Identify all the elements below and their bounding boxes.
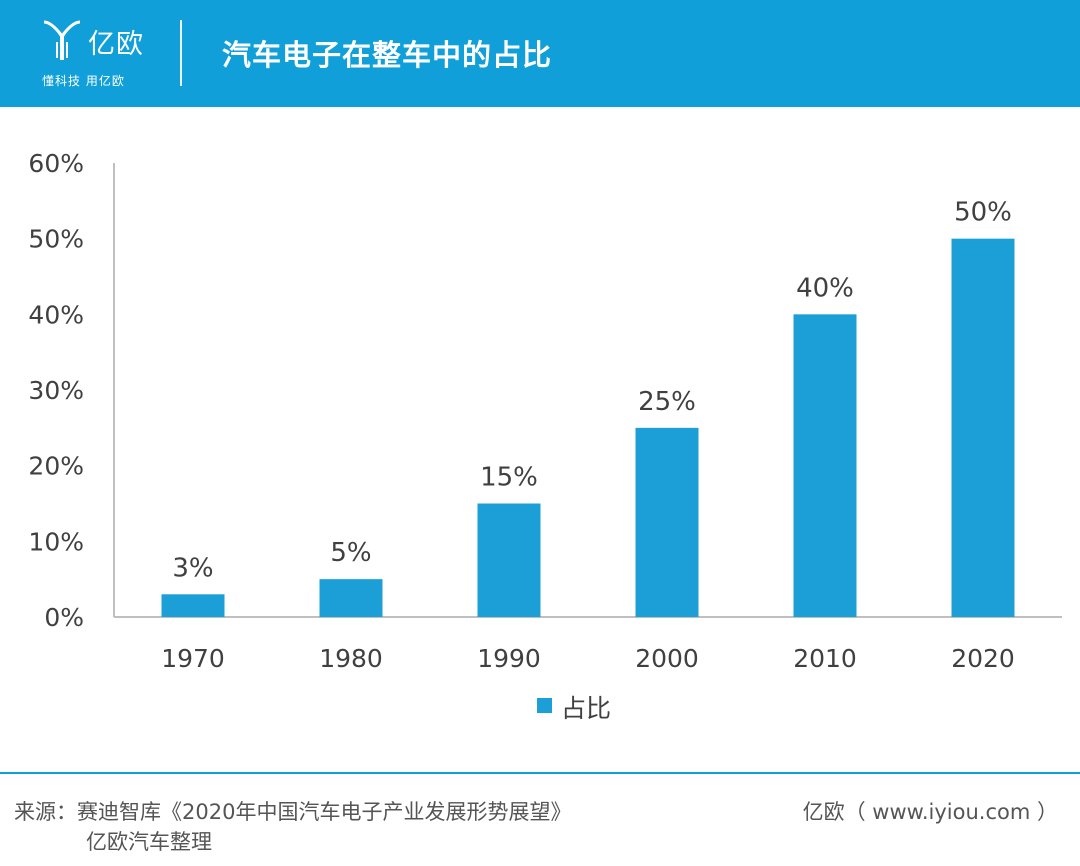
y-tick-label: 60% (28, 149, 84, 178)
page-title: 汽车电子在整车中的占比 (222, 38, 553, 72)
header-divider (180, 20, 182, 86)
bar-1990 (477, 503, 541, 617)
data-label-2010: 40% (796, 273, 854, 303)
legend-swatch (537, 698, 552, 713)
x-tick-label: 2020 (951, 644, 1015, 673)
logo-name: 亿欧 (88, 29, 144, 60)
x-axis: 1970 1980 1990 2000 2010 2020 (114, 616, 1062, 673)
bar-series (161, 238, 1015, 617)
bar-chart: 0% 10% 20% 30% 40% 50% 60% 1970 1980 1990 2000 201… (28, 149, 1062, 723)
x-tick-label: 2000 (635, 644, 699, 673)
x-tick-label: 1980 (319, 644, 383, 673)
y-tick-label: 0% (44, 603, 84, 632)
bar-1980 (319, 579, 383, 617)
x-tick-label: 2010 (793, 644, 857, 673)
x-tick-label: 1990 (477, 644, 541, 673)
bar-2010 (793, 314, 857, 617)
y-tick-label: 30% (28, 376, 84, 405)
bar-1970 (161, 594, 225, 617)
bar-2000 (635, 427, 699, 617)
logo-slogan: 懂科技 用亿欧 (42, 74, 125, 88)
data-label-1970: 3% (172, 553, 213, 583)
header-banner: 亿欧 懂科技 用亿欧 汽车电子在整车中的占比 (0, 0, 1080, 107)
y-tick-label: 50% (28, 225, 84, 254)
y-tick-label: 40% (28, 300, 84, 329)
source-note: 来源：赛迪智库《2020年中国汽车电子产业发展形势展望》 (14, 800, 572, 824)
data-label-2000: 25% (638, 387, 696, 417)
data-label-1980: 5% (330, 538, 371, 568)
chart-legend: 占比 (537, 694, 611, 723)
bar-2020 (951, 238, 1015, 617)
logo-y-icon (43, 20, 81, 60)
site-credit: 亿欧（ www.iyiou.com ） (802, 800, 1058, 824)
data-label-2020: 50% (954, 198, 1012, 228)
legend-label: 占比 (561, 694, 611, 723)
footer-divider (0, 772, 1080, 774)
source-note-line2: 亿欧汽车整理 (86, 830, 212, 854)
data-label-1990: 15% (480, 463, 538, 493)
data-labels: 3% 5% 15% 25% 40% 50% (172, 198, 1012, 584)
y-axis: 0% 10% 20% 30% 40% 50% 60% (28, 149, 115, 632)
y-tick-label: 20% (28, 452, 84, 481)
y-tick-label: 10% (28, 527, 84, 556)
brand-logo: 亿欧 懂科技 用亿欧 (40, 16, 152, 90)
x-tick-label: 1970 (161, 644, 225, 673)
